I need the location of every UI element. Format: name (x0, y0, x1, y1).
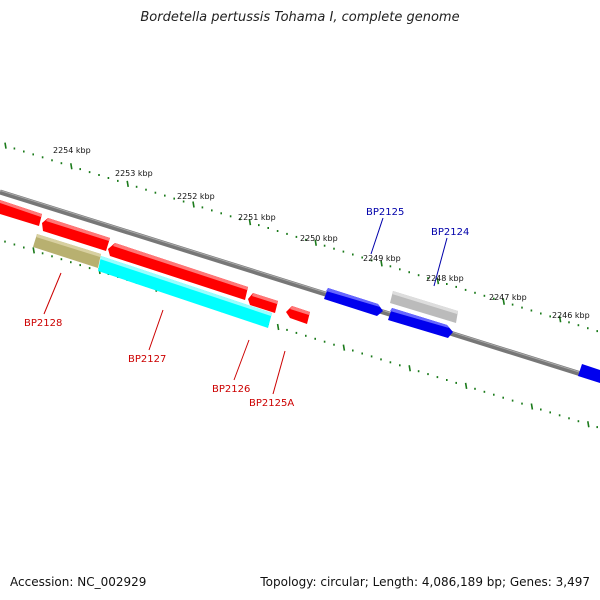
map-title: Bordetella pertussis Tohama I, complete … (140, 10, 460, 25)
gene-label-bp2127[interactable]: BP2127 (128, 354, 166, 365)
gene-bp2126-red-shape[interactable] (108, 243, 248, 300)
major-tick (342, 344, 346, 351)
major-tick (126, 180, 129, 188)
major-tick (464, 382, 468, 390)
genome-backbone-highlight (0, 190, 600, 379)
gene-bp2125a-shape[interactable] (286, 306, 310, 324)
outer-ruler-ticks (4, 142, 599, 333)
gene-bp2124-shape[interactable] (390, 291, 458, 323)
gene-label-bp2124[interactable]: BP2124 (431, 227, 469, 238)
gene-bp2128b-shape[interactable] (33, 234, 101, 268)
ruler-label: 2253 kbp (115, 169, 153, 178)
gene-bp2125-shape[interactable] (324, 288, 383, 316)
gene-label-bp2125a[interactable]: BP2125A (249, 398, 294, 409)
inner-ruler-ticks (4, 240, 599, 429)
gene-bp2127-cyan-shape[interactable] (98, 256, 272, 328)
gene-label-bp2125[interactable]: BP2125 (366, 207, 404, 218)
major-tick (558, 316, 562, 323)
major-tick (32, 247, 35, 254)
gene-label-bp2128[interactable]: BP2128 (24, 318, 62, 329)
gene-bp2126b-shape[interactable] (248, 293, 278, 313)
ruler-label: 2252 kbp (177, 192, 215, 201)
gene-far-right-shape[interactable] (578, 364, 600, 383)
accession-label: Accession: NC_002929 (10, 575, 147, 589)
major-tick (314, 239, 317, 246)
gene-labels: BP2125 BP2124 BP2128 BP2127 BP2126 BP212… (24, 207, 469, 409)
major-tick (436, 277, 440, 285)
genome-backbone (0, 189, 600, 383)
ruler-label: 2246 kbp (552, 311, 590, 320)
ruler-labels: 2254 kbp 2253 kbp 2252 kbp 2251 kbp 2250 kbp… (53, 146, 590, 320)
major-tick (4, 142, 7, 149)
major-tick (192, 201, 195, 208)
gene-bp2127-red-shape[interactable] (42, 218, 110, 251)
ruler-label: 2251 kbp (238, 213, 276, 222)
ruler-label: 2248 kbp (426, 274, 464, 283)
major-tick (248, 218, 252, 226)
major-tick (276, 323, 280, 331)
major-tick (380, 260, 383, 267)
major-tick (70, 163, 73, 170)
ruler-label: 2249 kbp (363, 254, 401, 263)
major-tick (530, 403, 534, 410)
major-tick (587, 421, 590, 428)
gene-label-bp2126[interactable]: BP2126 (212, 384, 250, 395)
major-tick (408, 365, 411, 372)
major-tick (502, 298, 505, 305)
ruler-label: 2250 kbp (300, 234, 338, 243)
ruler-label: 2247 kbp (489, 293, 527, 302)
gene-bp2128-shape[interactable] (0, 200, 42, 226)
gene-bp2124-blue-shape[interactable] (388, 308, 453, 338)
ruler-label: 2254 kbp (53, 146, 91, 155)
callout-lines (43, 217, 448, 395)
topology-label: Topology: circular; Length: 4,086,189 bp… (260, 575, 590, 589)
